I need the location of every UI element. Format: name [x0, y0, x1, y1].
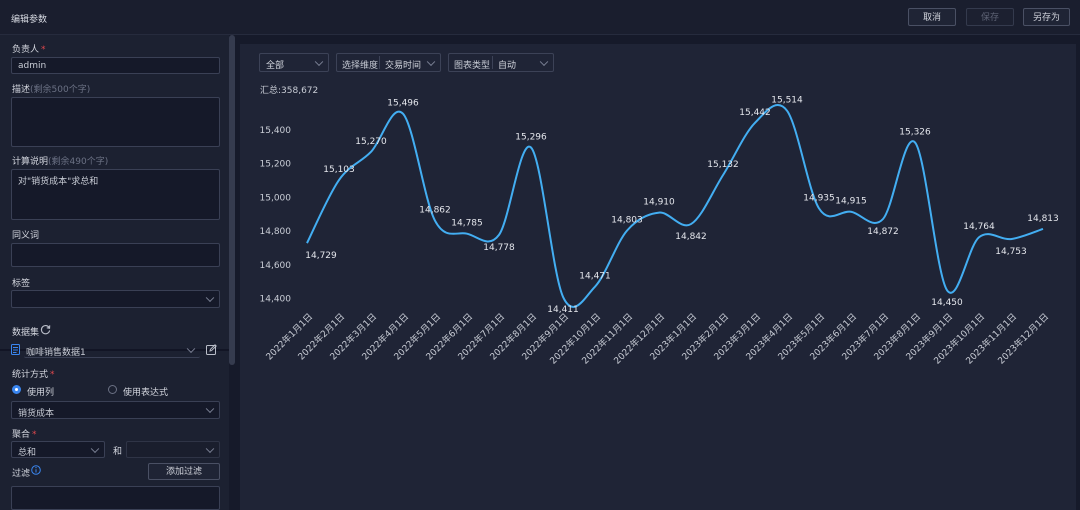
calc-label: 计算说明(剩余490个字)	[12, 157, 109, 167]
summary-total: 汇总:358,672	[260, 86, 319, 96]
agg-select[interactable]: 总和	[11, 441, 105, 458]
agg-second-select[interactable]	[126, 441, 220, 458]
radio-use-expr-label: 使用表达式	[123, 388, 169, 398]
data-label: 14,910	[643, 198, 675, 208]
dimension-select[interactable]: 选择维度 交易时间	[336, 53, 441, 72]
y-tick-label: 15,400	[260, 126, 292, 136]
dataset-icon	[11, 344, 20, 355]
data-label: 15,514	[771, 96, 803, 106]
save-button[interactable]: 保存	[966, 8, 1014, 26]
filter-area[interactable]	[11, 486, 220, 510]
desc-label: 描述(剩余500个字)	[12, 85, 91, 95]
data-label: 14,753	[995, 247, 1027, 257]
data-label: 15,496	[387, 99, 419, 109]
left-panel: 负责人 * admin 描述(剩余500个字) 计算说明(剩余490个字) 对"销…	[0, 35, 229, 510]
chevron-down-icon	[205, 444, 215, 453]
data-label: 14,729	[305, 251, 337, 261]
chevron-down-icon	[539, 57, 549, 66]
chevron-down-icon	[186, 344, 196, 353]
chart-panel	[240, 44, 1076, 510]
agg-label: 聚合 *	[12, 430, 37, 440]
data-label: 14,764	[963, 222, 995, 232]
data-label: 14,935	[803, 193, 835, 203]
data-label: 14,778	[483, 243, 515, 253]
chevron-down-icon	[426, 57, 436, 66]
data-label: 14,872	[867, 227, 899, 237]
y-tick-label: 15,000	[260, 193, 292, 203]
cancel-button[interactable]: 取消	[908, 8, 956, 26]
and-label: 和	[113, 447, 123, 457]
dataset-label: 数据集	[12, 328, 40, 338]
data-label: 14,813	[1027, 214, 1059, 224]
data-label: 15,103	[323, 165, 355, 175]
top-bar: 编辑参数 取消 保存 另存为	[0, 0, 1080, 35]
data-label: 15,270	[355, 137, 387, 147]
y-tick-label: 14,600	[260, 261, 292, 271]
dataset-select[interactable]: 咖啡销售数据1	[24, 342, 200, 358]
data-label: 14,450	[931, 298, 963, 308]
data-label: 14,471	[579, 272, 611, 282]
stat-label: 统计方式 *	[12, 370, 55, 380]
chart-type-select[interactable]: 图表类型 自动	[448, 53, 554, 72]
desc-textarea[interactable]	[11, 97, 220, 147]
save-as-button[interactable]: 另存为	[1023, 8, 1070, 26]
radio-use-expr[interactable]	[108, 385, 117, 394]
chevron-down-icon	[205, 404, 215, 414]
add-filter-button[interactable]: 添加过滤	[148, 463, 220, 480]
tag-label: 标签	[12, 279, 31, 289]
y-tick-label: 14,800	[260, 227, 292, 237]
scope-select[interactable]: 全部	[259, 53, 329, 72]
tag-select[interactable]	[11, 290, 220, 308]
y-tick-label: 15,200	[260, 160, 292, 170]
section-divider	[0, 349, 229, 351]
data-label: 14,915	[835, 197, 867, 207]
data-label: 15,326	[899, 127, 931, 137]
left-scrollbar[interactable]	[229, 35, 235, 365]
radio-use-column-label: 使用列	[27, 388, 55, 398]
synonym-input[interactable]	[11, 243, 220, 267]
chevron-down-icon	[314, 57, 324, 66]
y-tick-label: 14,400	[260, 295, 292, 305]
chevron-down-icon	[90, 444, 100, 453]
data-label: 14,411	[547, 305, 579, 315]
data-label: 15,296	[515, 132, 547, 142]
data-label: 15,132	[707, 160, 739, 170]
line-chart: 14,400 14,600 14,800 15,000 15,200 15,400 14,…	[260, 96, 1059, 367]
edit-icon[interactable]	[206, 344, 217, 355]
chevron-down-icon	[205, 293, 215, 303]
window-title: 编辑参数	[11, 15, 48, 25]
calc-textarea[interactable]: 对"销货成本"求总和	[11, 169, 220, 220]
refresh-icon[interactable]	[40, 324, 51, 335]
column-select[interactable]: 销货成本	[11, 401, 220, 419]
filter-label: 过滤	[12, 469, 31, 479]
synonym-label: 同义词	[12, 231, 40, 241]
x-tick-label: 2023年12月1日	[995, 311, 1051, 367]
owner-input[interactable]: admin	[11, 57, 220, 74]
owner-label: 负责人 *	[12, 45, 46, 55]
data-label: 14,862	[419, 206, 451, 216]
radio-use-column[interactable]	[12, 385, 21, 394]
series-line	[306, 104, 1044, 308]
data-label: 15,442	[739, 108, 771, 118]
data-label: 14,785	[451, 219, 483, 229]
info-icon[interactable]	[31, 465, 41, 475]
data-label: 14,803	[611, 216, 643, 226]
data-label: 14,842	[675, 232, 707, 242]
